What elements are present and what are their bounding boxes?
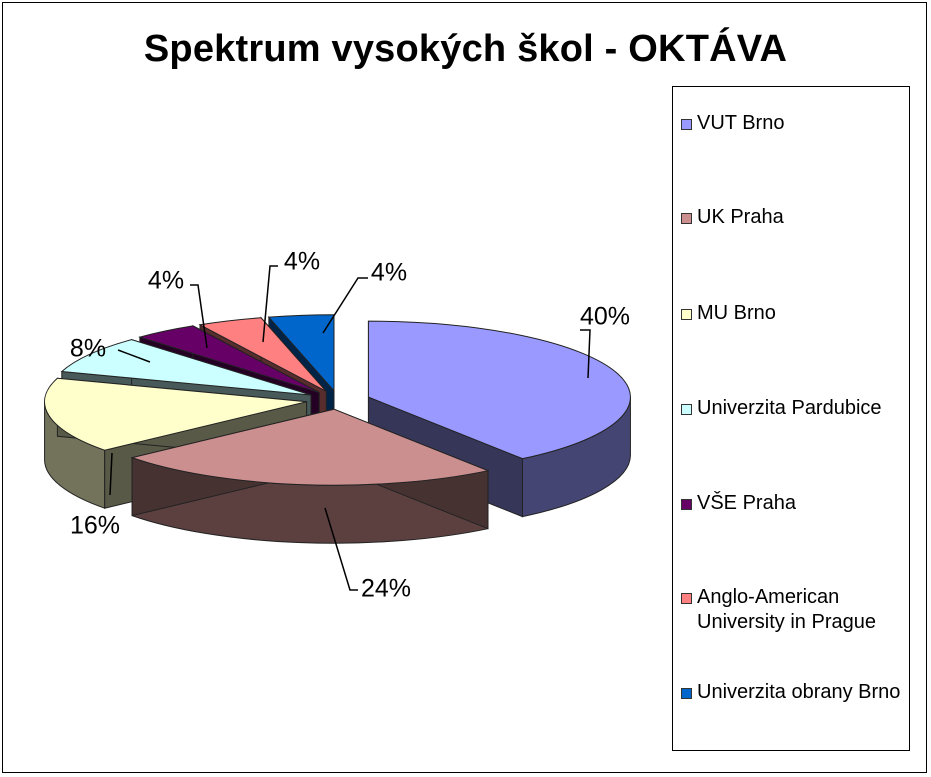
data-label: 8% [70, 335, 106, 363]
chart-legend: VUT Brno UK Praha MU Brno Univerzita Par… [672, 86, 910, 751]
leader-line [190, 284, 208, 349]
data-label: 4% [284, 248, 320, 276]
legend-item: Univerzita Pardubice [681, 396, 909, 421]
pie-slice [60, 339, 312, 396]
data-label: 40% [580, 303, 630, 331]
legend-label: Univerzita Pardubice [697, 397, 882, 419]
chart-title: Spektrum vysokých škol - OKTÁVA [143, 28, 788, 70]
legend-item: Anglo-American University in Prague [681, 585, 909, 635]
pie-slice [130, 408, 490, 486]
leader-line [109, 452, 113, 496]
legend-item: VŠE Praha [681, 491, 909, 516]
data-label: 16% [70, 512, 120, 540]
legend-label: MU Brno [697, 302, 776, 324]
data-label: 4% [371, 259, 407, 287]
data-label: 24% [361, 575, 411, 603]
pie-slice [44, 377, 307, 451]
legend-swatch [681, 688, 692, 699]
leader-line [580, 329, 591, 379]
leader-line [322, 277, 368, 334]
leader-line [262, 265, 278, 343]
legend-label: Anglo-American University in Prague [697, 586, 876, 633]
legend-label: VUT Brno [697, 112, 785, 134]
legend-label: UK Praha [697, 206, 784, 228]
pie-slice [138, 325, 320, 393]
legend-swatch [681, 119, 692, 130]
legend-item: MU Brno [681, 301, 909, 326]
legend-swatch [681, 499, 692, 510]
legend-swatch [681, 309, 692, 320]
legend-swatch [681, 213, 692, 224]
legend-swatch [681, 404, 692, 415]
legend-item: Univerzita obrany Brno [681, 680, 909, 705]
leader-line [117, 349, 151, 363]
legend-item: VUT Brno [681, 111, 909, 136]
legend-item: UK Praha [681, 205, 909, 230]
pie-slice [198, 317, 327, 392]
legend-label: Univerzita obrany Brno [697, 681, 901, 703]
leader-line [324, 507, 358, 591]
pie-slice [367, 320, 631, 460]
data-label: 4% [148, 267, 184, 295]
legend-swatch [681, 593, 692, 604]
legend-label: VŠE Praha [697, 492, 796, 514]
